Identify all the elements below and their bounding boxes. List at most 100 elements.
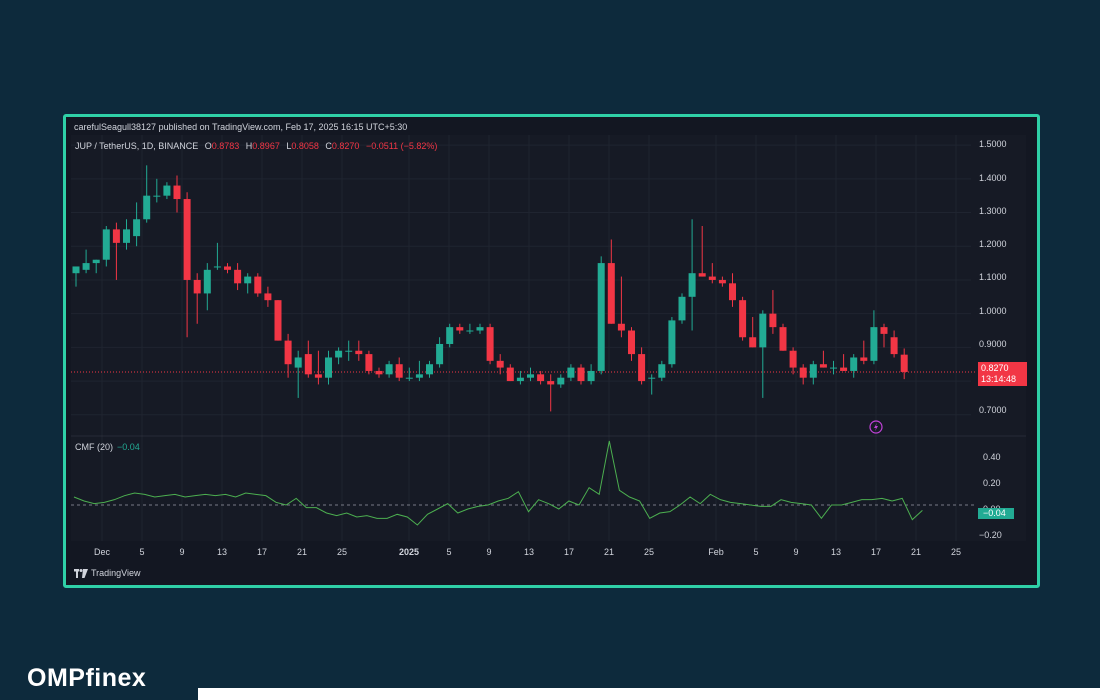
- x-axis-label: 17: [563, 547, 575, 557]
- candle-body: [749, 337, 757, 348]
- open-label: O: [204, 141, 212, 151]
- x-axis-label: 13: [830, 547, 842, 557]
- candle-body: [557, 377, 565, 385]
- price-axis-label: 1.1000: [979, 272, 1007, 282]
- price-pane[interactable]: [71, 135, 1026, 435]
- cmf-axis-label: 0.40: [983, 452, 1001, 462]
- price-axis-label: 1.3000: [979, 206, 1007, 216]
- low-value: 0.8058: [291, 141, 319, 151]
- candle-body: [890, 337, 898, 355]
- cmf-axis-label: 0.20: [983, 478, 1001, 488]
- chart-frame: carefulSeagull38127 published on Trading…: [63, 114, 1040, 588]
- x-axis-label: 17: [256, 547, 268, 557]
- brand-text-i: i: [94, 664, 102, 692]
- x-axis-label: 9: [486, 547, 492, 557]
- candle-body: [718, 279, 726, 284]
- candle-body: [264, 293, 272, 301]
- tradingview-logo[interactable]: TradingView: [74, 568, 141, 578]
- omp-finex-logo: OMPfinex: [27, 664, 146, 693]
- cmf-axis-label: −0.20: [979, 530, 1002, 540]
- candle-body: [163, 185, 171, 196]
- tradingview-logo-text: TradingView: [91, 568, 141, 578]
- candle-body: [335, 350, 343, 358]
- brand-text-post: nex: [101, 664, 147, 692]
- candle-body: [587, 370, 595, 382]
- candle-body: [476, 327, 484, 331]
- candle-body: [415, 374, 423, 378]
- candle-body: [830, 367, 837, 369]
- candle-body: [537, 374, 545, 382]
- x-axis-label: 9: [793, 547, 799, 557]
- cmf-name[interactable]: CMF (20): [75, 442, 113, 452]
- tradingview-logo-icon: [74, 568, 88, 578]
- symbol-label[interactable]: JUP / TetherUS, 1D, BINANCE: [75, 141, 199, 151]
- candle-body: [567, 367, 575, 378]
- x-axis-label: 13: [523, 547, 535, 557]
- candle-body: [900, 354, 908, 372]
- candle-body: [850, 357, 858, 371]
- price-axis-label: 1.5000: [979, 139, 1007, 149]
- candle-body: [456, 327, 464, 331]
- candle-body: [658, 364, 666, 378]
- candle-body: [193, 279, 201, 294]
- x-axis-label: 9: [179, 547, 185, 557]
- candle-body: [880, 327, 888, 334]
- candle-body: [819, 364, 827, 368]
- candle-body: [203, 269, 211, 294]
- candle-body: [345, 350, 353, 352]
- candle-body: [809, 364, 817, 378]
- candle-body: [102, 229, 110, 260]
- candle-body: [133, 219, 141, 237]
- candle-body: [314, 374, 322, 378]
- cmf-legend: CMF (20) −0.04: [75, 442, 140, 452]
- x-axis-label: 21: [603, 547, 615, 557]
- candle-body: [799, 367, 807, 378]
- price-axis-label: 1.2000: [979, 239, 1007, 249]
- x-axis-label: 21: [910, 547, 922, 557]
- candle-body: [355, 350, 363, 355]
- candle-body: [516, 377, 524, 382]
- x-axis-label-year: 2025: [398, 547, 420, 557]
- x-axis-label: 5: [139, 547, 145, 557]
- candle-body: [527, 374, 534, 378]
- cmf-value-tag: −0.04: [978, 508, 1014, 519]
- price-axis-label: 0.7000: [979, 405, 1007, 415]
- candle-body: [365, 354, 373, 371]
- open-value: 0.8783: [211, 141, 240, 151]
- price-axis-label: 1.4000: [979, 173, 1007, 183]
- candle-body: [506, 367, 514, 382]
- candle-body: [860, 357, 868, 361]
- cmf-value: −0.04: [117, 442, 140, 452]
- candle-body: [638, 354, 646, 382]
- candle-body: [840, 367, 848, 371]
- candle-body: [143, 195, 151, 220]
- x-axis-label: 5: [753, 547, 759, 557]
- candle-body: [446, 327, 454, 344]
- candle-body: [325, 357, 332, 378]
- change-value: −0.0511 (−5.82%): [365, 141, 438, 151]
- candle-body: [698, 273, 706, 277]
- x-axis-label: 25: [950, 547, 962, 557]
- candle-body: [385, 364, 393, 375]
- candle-body: [426, 364, 433, 375]
- x-axis-label: Feb: [708, 547, 724, 557]
- low-label: L: [286, 141, 292, 151]
- candle-body: [547, 381, 555, 385]
- bottom-banner: [198, 688, 1100, 700]
- publisher-line: carefulSeagull38127 published on Trading…: [74, 122, 408, 132]
- candle-body: [769, 313, 777, 328]
- x-axis-label: 25: [336, 547, 348, 557]
- chart-canvas[interactable]: [66, 117, 1037, 585]
- current-price-tag: 0.8270 13:14:48: [978, 362, 1027, 386]
- candle-body: [597, 263, 605, 371]
- candle-body: [870, 327, 878, 361]
- close-label: C: [325, 141, 332, 151]
- candle-body: [234, 269, 242, 284]
- candle-body: [284, 340, 292, 365]
- candle-body: [628, 330, 635, 355]
- x-axis-label: 5: [446, 547, 452, 557]
- candle-body: [779, 327, 787, 351]
- candle-body: [72, 266, 80, 274]
- x-axis-label: 13: [216, 547, 228, 557]
- cmf-pane[interactable]: [71, 437, 1026, 541]
